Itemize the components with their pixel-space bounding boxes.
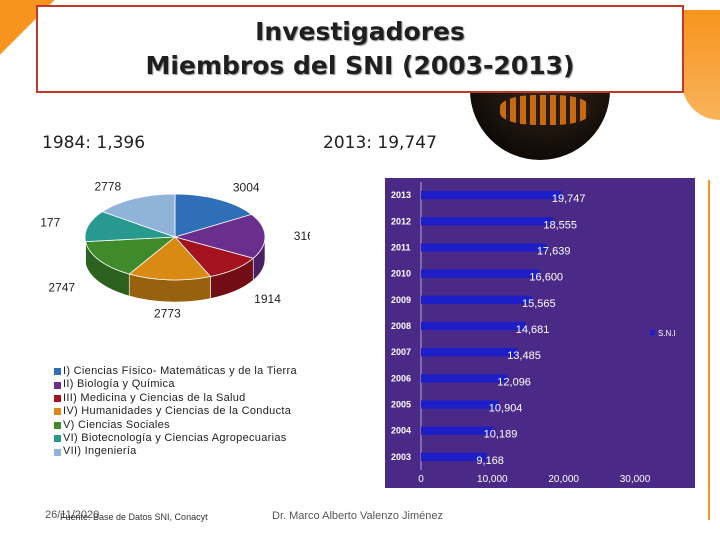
- legend-item-7: VII) Ingeniería: [54, 445, 297, 458]
- pie-value-label-4: 2773: [154, 306, 181, 320]
- pie-value-label-5: 2747: [48, 281, 75, 295]
- slide-title-line2: Miembros del SNI (2003-2013): [145, 51, 575, 80]
- bar-category-label-2008: 2008: [391, 321, 411, 331]
- legend-item-4: IV) Humanidades y Ciencias de la Conduct…: [54, 405, 297, 418]
- bar-2007: [421, 347, 518, 357]
- pie-slice-1: [174, 193, 253, 238]
- legend-swatch: [54, 448, 61, 456]
- legend-label: I) Ciencias Físico- Matemáticas y de la …: [63, 365, 297, 377]
- bar-value-label-2013: 19,747: [552, 193, 586, 205]
- pie-slice-6: [84, 211, 176, 243]
- bar-value-label-2010: 16,600: [529, 272, 563, 284]
- bar-2010: [421, 269, 540, 278]
- bar-chart: 2013 19,747 2012 18,555 2011 17,639 2010 16,600…: [385, 178, 695, 488]
- legend-item-6: VI) Biotecnología y Ciencias Agropecuari…: [54, 432, 297, 445]
- bar-x-tick-label-1: 10,000: [477, 474, 508, 485]
- pie-legend: I) Ciencias Físico- Matemáticas y de la …: [54, 365, 297, 459]
- pie-value-label-7: 2778: [94, 179, 121, 193]
- title-box: Investigadores Miembros del SNI (2003-20…: [36, 5, 684, 93]
- legend-swatch: [54, 381, 61, 389]
- legend-label: VII) Ingeniería: [63, 445, 137, 458]
- pie-value-label-2: 3162: [294, 229, 310, 243]
- legend-label: VI) Biotecnología y Ciencias Agropecuari…: [63, 432, 287, 445]
- bar-chart-background: [385, 178, 695, 488]
- bar-category-label-2004: 2004: [391, 426, 411, 436]
- legend-item-3: III) Medicina y Ciencias de la Salud: [54, 392, 297, 405]
- bar-value-label-2004: 10,189: [484, 429, 518, 441]
- legend-label: II) Biología y Química: [63, 378, 175, 391]
- bar-value-label-2012: 18,555: [543, 219, 577, 231]
- legend-label: IV) Humanidades y Ciencias de la Conduct…: [63, 405, 292, 418]
- bar-value-label-2003: 9,168: [476, 455, 504, 467]
- bar-value-label-2009: 15,565: [522, 298, 556, 310]
- bar-category-label-2003: 2003: [391, 452, 411, 462]
- bar-value-label-2007: 13,485: [507, 350, 541, 362]
- legend-label: III) Medicina y Ciencias de la Salud: [63, 391, 246, 404]
- bar-2006: [421, 374, 508, 383]
- bar-category-label-2009: 2009: [391, 295, 411, 305]
- bar-category-label-2011: 2011: [391, 242, 411, 252]
- bar-category-label-2013: 2013: [391, 190, 411, 200]
- bar-2013: [421, 190, 562, 200]
- legend-label: V) Ciencias Sociales: [63, 418, 170, 431]
- right-decoration: [682, 10, 720, 120]
- pie-value-label-6: 2177: [40, 215, 61, 229]
- legend-item-2: II) Biología y Química: [54, 378, 297, 391]
- legend-swatch: [54, 435, 61, 443]
- bar-2004: [421, 426, 494, 435]
- pie-value-label-3: 1914: [254, 292, 281, 306]
- legend-swatch: [54, 368, 61, 376]
- footer-date: 26/11/2020: [45, 509, 100, 521]
- stat-1984: 1984: 1,396: [42, 133, 146, 153]
- bar-x-tick-label-3: 30,000: [620, 474, 651, 485]
- bar-category-label-2010: 2010: [391, 269, 411, 279]
- pie-chart: 3004 3162 1914 2773 2747 2177 2778: [40, 179, 310, 320]
- pie-slice-5: [85, 236, 177, 275]
- legend-swatch: [54, 408, 61, 416]
- bar-value-label-2008: 14,681: [516, 324, 550, 336]
- footer-source: Fuente: Base de Datos SNI, Conacyt: [60, 512, 208, 522]
- slide-title-line1: Investigadores: [255, 17, 465, 46]
- bar-value-label-2005: 10,904: [489, 403, 523, 415]
- bar-legend-swatch: [650, 330, 655, 335]
- bar-x-tick-label-2: 20,000: [548, 474, 579, 485]
- pie-value-label-1: 3004: [233, 180, 260, 194]
- bar-2005: [421, 400, 499, 409]
- bar-value-label-2006: 12,096: [497, 376, 531, 388]
- legend-swatch: [54, 395, 61, 403]
- bar-x-tick-label-0: 0: [418, 474, 424, 485]
- bar-value-label-2011: 17,639: [537, 245, 571, 257]
- bar-2008: [421, 321, 526, 331]
- pie-slice-7: [101, 193, 176, 238]
- bar-2012: [421, 217, 554, 226]
- legend-swatch: [54, 421, 61, 429]
- bar-category-label-2007: 2007: [391, 347, 411, 357]
- bar-legend-label: S.N.I: [658, 329, 676, 338]
- bar-2003: [421, 452, 487, 462]
- pie-slice-4: [128, 236, 212, 281]
- stat-2013: 2013: 19,747: [323, 133, 437, 153]
- pie-slice-2: [173, 213, 266, 259]
- bar-category-label-2012: 2012: [391, 216, 411, 226]
- bar-category-label-2005: 2005: [391, 400, 411, 410]
- decorative-stripe: [500, 95, 590, 125]
- bar-2009: [421, 295, 533, 305]
- legend-item-1: I) Ciencias Físico- Matemáticas y de la …: [54, 365, 297, 378]
- right-divider-line: [708, 180, 710, 520]
- bar-category-label-2006: 2006: [391, 373, 411, 383]
- footer-author: Dr. Marco Alberto Valenzo Jiménez: [272, 510, 443, 522]
- legend-item-5: V) Ciencias Sociales: [54, 419, 297, 432]
- bar-2011: [421, 243, 547, 252]
